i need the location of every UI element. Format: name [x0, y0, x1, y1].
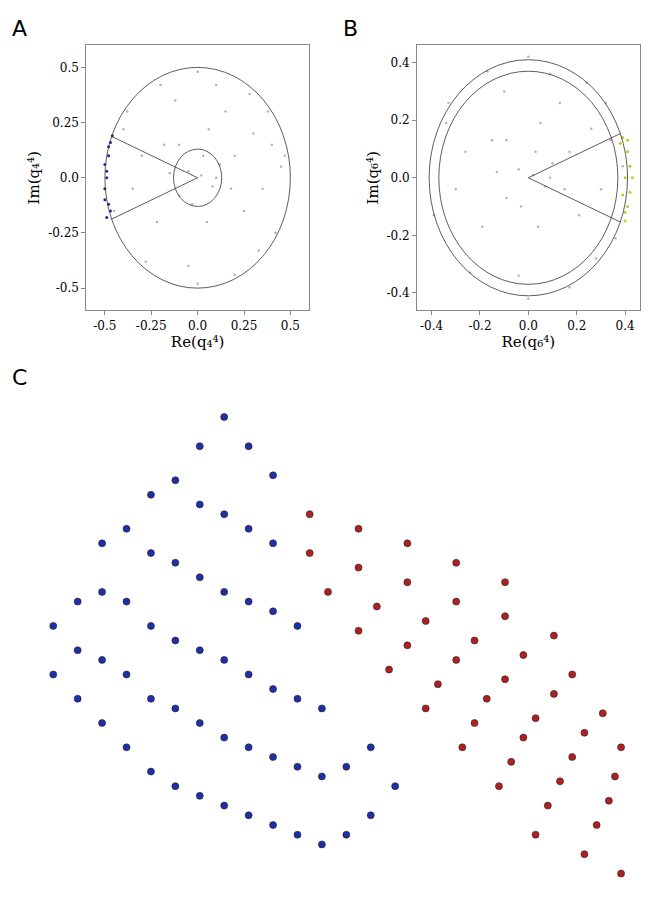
svg-text:0.2: 0.2: [391, 113, 410, 127]
svg-text:0.0: 0.0: [391, 171, 410, 185]
svg-text:0.5: 0.5: [60, 61, 79, 75]
svg-text:-0.2: -0.2: [468, 319, 491, 333]
svg-text:0.0: 0.0: [60, 171, 79, 185]
svg-text:0.4: 0.4: [616, 319, 635, 333]
svg-text:0.0: 0.0: [188, 319, 207, 333]
svg-text:B: B: [343, 16, 358, 41]
svg-text:-0.2: -0.2: [386, 229, 409, 243]
svg-text:-0.25: -0.25: [48, 226, 79, 240]
svg-text:0.25: 0.25: [231, 319, 258, 333]
svg-text:A: A: [12, 16, 27, 41]
svg-text:Im(q₄⁴): Im(q₄⁴): [25, 151, 43, 204]
svg-text:0.0: 0.0: [519, 319, 538, 333]
svg-text:-0.5: -0.5: [93, 319, 116, 333]
svg-text:Im(q₆⁴): Im(q₆⁴): [364, 151, 382, 204]
svg-text:0.4: 0.4: [391, 56, 410, 70]
svg-text:0.25: 0.25: [52, 116, 79, 130]
svg-text:C: C: [12, 365, 27, 390]
svg-text:Re(q₆⁴): Re(q₆⁴): [502, 333, 556, 351]
svg-text:0.5: 0.5: [281, 319, 300, 333]
svg-text:-0.4: -0.4: [386, 286, 410, 300]
svg-text:Re(q₄⁴): Re(q₄⁴): [171, 333, 225, 351]
svg-text:-0.25: -0.25: [136, 319, 167, 333]
svg-text:-0.5: -0.5: [56, 281, 79, 295]
svg-text:0.2: 0.2: [567, 319, 586, 333]
svg-text:-0.4: -0.4: [420, 319, 444, 333]
